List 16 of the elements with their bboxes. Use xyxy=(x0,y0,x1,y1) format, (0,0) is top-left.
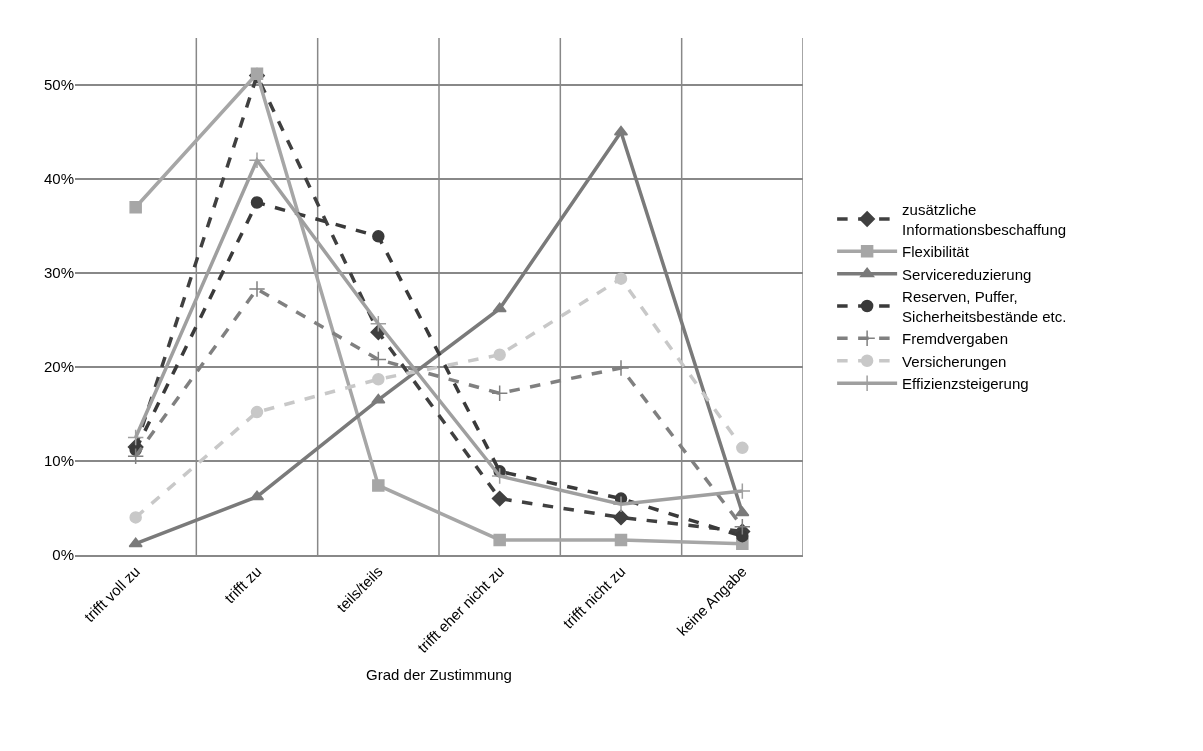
y-tick-label: 0% xyxy=(52,546,74,564)
x-axis-title: Grad der Zustimmung xyxy=(366,666,512,684)
y-tick-label: 30% xyxy=(43,264,74,282)
y-tick-label: 10% xyxy=(43,452,74,470)
x-tick-label: trifft zu xyxy=(220,562,265,607)
legend-label: Versicherungen xyxy=(902,352,1007,370)
legend-label: Effizienzsteigerung xyxy=(902,375,1029,393)
legend-label: Flexibilität xyxy=(902,243,970,261)
y-tick-label: 20% xyxy=(43,358,74,376)
legend-label: Servicereduzierung xyxy=(902,265,1032,283)
y-tick-label: 40% xyxy=(43,170,74,188)
x-tick-label: trifft voll zu xyxy=(80,562,144,626)
y-tick-label: 50% xyxy=(43,76,74,94)
legend-label: zusätzliche Informationsbeschaffung xyxy=(902,201,1067,238)
legend-label: Fremdvergaben xyxy=(902,330,1009,348)
legend-label: Reserven, Puffer, Sicherheitsbestände etc. xyxy=(902,288,1067,325)
